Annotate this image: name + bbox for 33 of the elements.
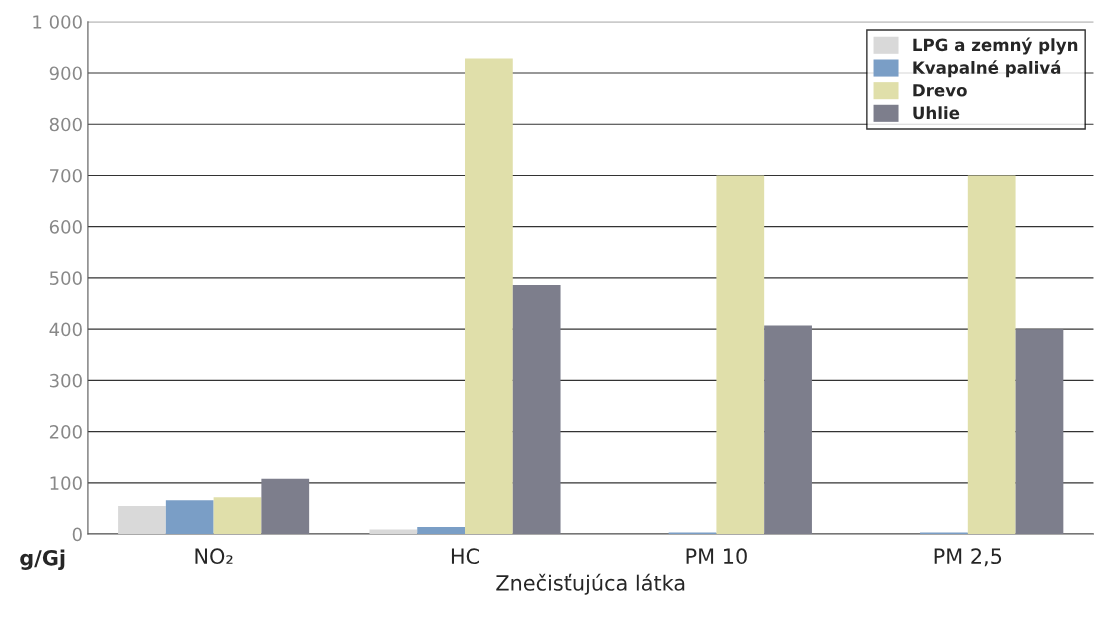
bar — [165, 500, 214, 535]
x-axis-title: Znečisťujúca látka — [496, 573, 685, 595]
y-tick-label: 300 — [49, 373, 82, 388]
bar — [512, 285, 561, 535]
y-tick-label: 800 — [49, 117, 82, 132]
x-tick-label: HC — [451, 548, 479, 565]
bar — [716, 175, 765, 535]
bar — [118, 505, 166, 535]
y-tick-label: 600 — [49, 220, 82, 234]
y-tick-label: 0 — [72, 527, 82, 542]
y-tick-label: 700 — [50, 168, 82, 183]
bar — [1015, 329, 1064, 535]
y-axis-title: g/Gj — [20, 549, 65, 570]
legend-label: LPG a zemný plyn — [913, 37, 1078, 55]
bar — [261, 478, 310, 535]
y-tick-label: 200 — [49, 425, 82, 439]
bar — [764, 325, 812, 535]
bar — [967, 175, 1016, 535]
y-tick-label: 400 — [49, 322, 82, 337]
y-tick-label: 500 — [49, 271, 82, 286]
legend-label: Kvapalné palivá — [913, 60, 1061, 78]
bar — [417, 526, 466, 535]
y-tick-label: 100 — [50, 476, 82, 490]
bar — [465, 58, 513, 535]
legend-label: Drevo — [913, 84, 967, 97]
bar — [213, 497, 262, 535]
y-tick-label: 1 000 — [33, 15, 82, 29]
legend-label: Uhlie — [913, 106, 960, 120]
y-tick-label: 900 — [49, 66, 82, 81]
x-tick-label: PM 10 — [686, 548, 747, 565]
x-tick-label: PM 2,5 — [934, 548, 1002, 567]
bar — [369, 529, 418, 535]
x-tick-label: NO₂ — [195, 548, 233, 565]
